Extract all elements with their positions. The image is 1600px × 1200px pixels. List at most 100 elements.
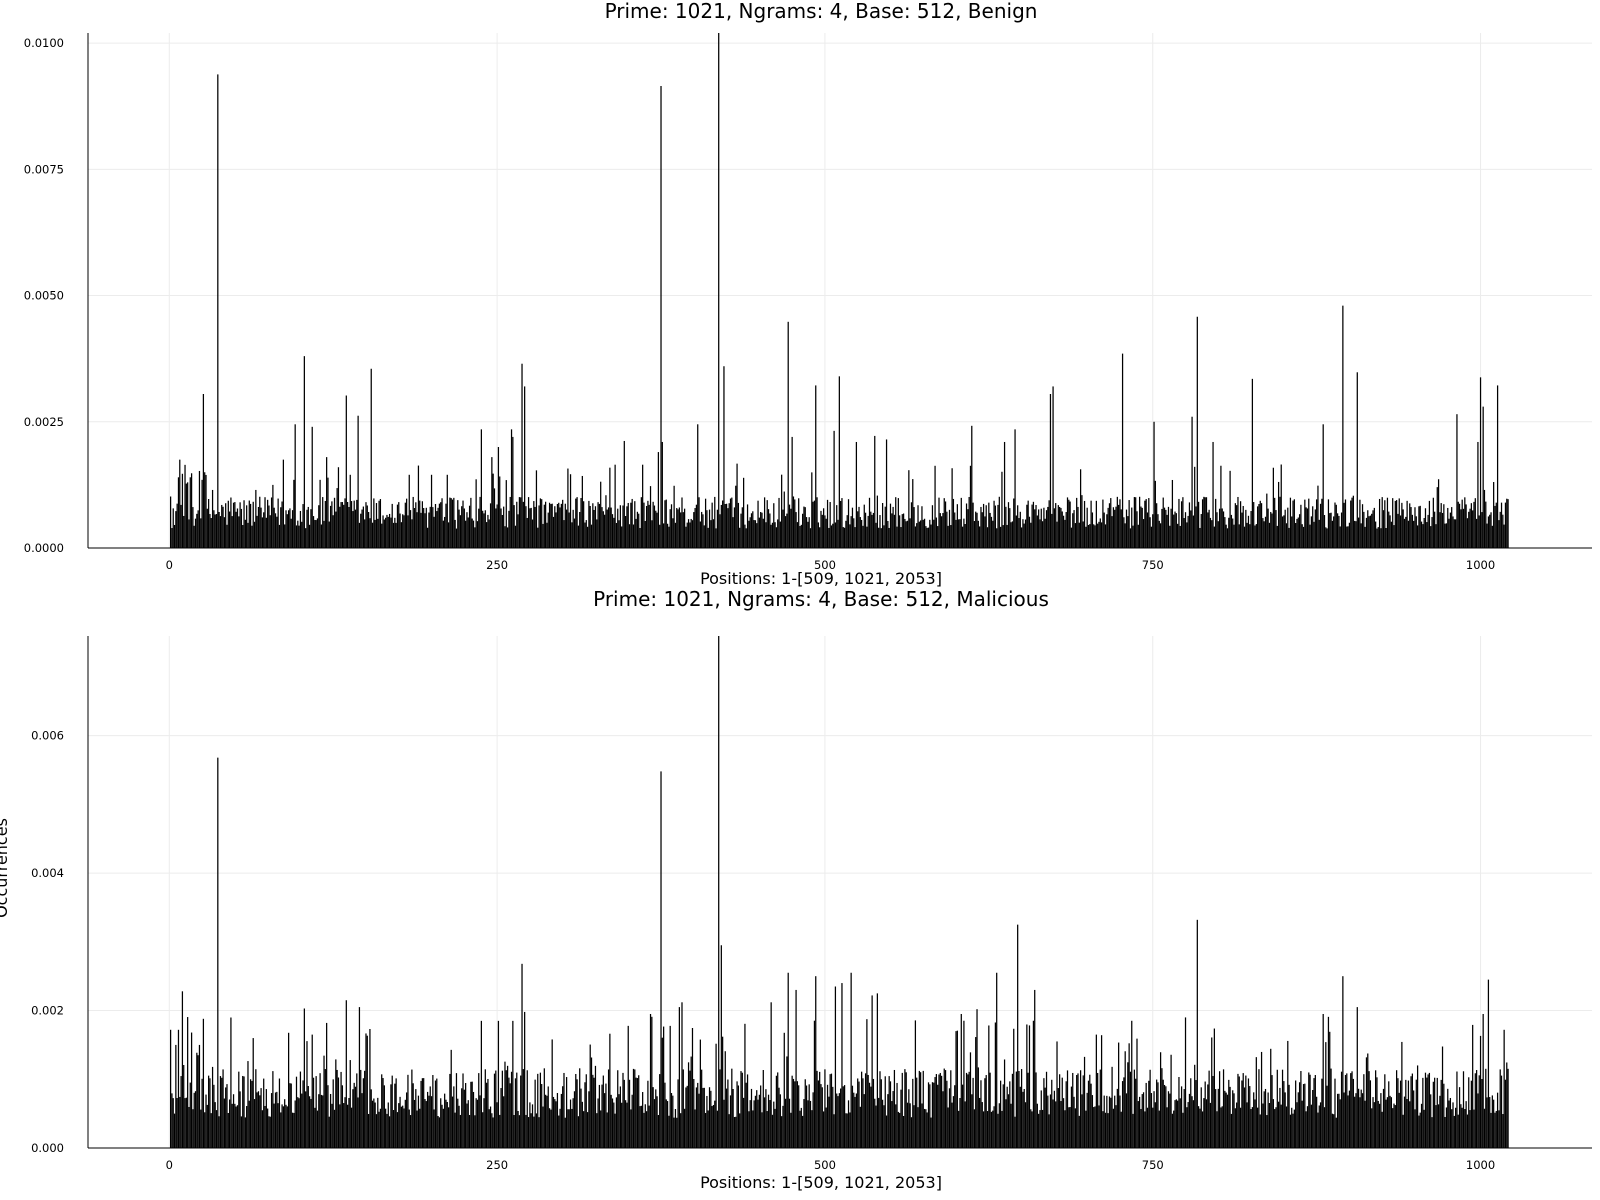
bar <box>1076 497 1078 548</box>
bar <box>297 1097 299 1148</box>
bar <box>888 527 890 548</box>
bar <box>249 1079 252 1148</box>
bar <box>1153 421 1155 548</box>
bar <box>920 1072 922 1148</box>
bar <box>972 1077 974 1148</box>
bar <box>535 1113 538 1148</box>
bar <box>834 522 837 548</box>
bar <box>787 972 789 1148</box>
bar <box>846 1113 848 1148</box>
bar <box>534 506 536 548</box>
bar <box>676 1117 678 1148</box>
bar <box>1013 1028 1015 1148</box>
bar <box>1457 501 1459 548</box>
bar <box>180 1076 182 1148</box>
bar <box>1460 1104 1462 1148</box>
bar <box>1159 1052 1162 1148</box>
bar <box>1308 498 1310 548</box>
bar <box>901 1072 903 1148</box>
bar <box>655 510 657 548</box>
bar <box>976 1009 978 1148</box>
bar <box>876 993 878 1148</box>
bar <box>547 1086 549 1148</box>
bar <box>754 1095 757 1148</box>
bar <box>841 983 843 1148</box>
bar <box>190 1032 193 1148</box>
bar <box>198 1044 201 1148</box>
bar <box>476 521 479 548</box>
bar <box>449 1073 451 1148</box>
bar <box>1285 523 1288 548</box>
bar <box>775 527 778 548</box>
bar <box>1356 372 1358 548</box>
bar <box>1296 1102 1298 1148</box>
bar <box>1407 520 1410 548</box>
bar <box>365 1033 367 1148</box>
bar <box>816 1070 818 1148</box>
bar <box>307 1086 309 1148</box>
bar <box>948 509 951 548</box>
bar <box>1283 1081 1285 1148</box>
bar <box>1087 524 1090 548</box>
bar <box>438 503 441 548</box>
bar <box>559 507 561 548</box>
bar <box>1452 1102 1454 1148</box>
bar <box>968 1071 970 1148</box>
bar <box>345 1000 347 1148</box>
bar <box>1424 508 1427 548</box>
bar <box>421 1078 423 1148</box>
bar <box>434 503 437 548</box>
bar <box>1443 1083 1445 1148</box>
bar <box>225 1087 227 1148</box>
bar <box>664 500 666 548</box>
bar <box>1464 497 1466 548</box>
bar <box>1306 1106 1309 1148</box>
bar <box>206 1104 208 1148</box>
bar <box>499 476 501 548</box>
bar <box>859 1106 861 1148</box>
bar <box>522 501 524 548</box>
bar <box>1394 1105 1396 1148</box>
bar <box>1313 1078 1315 1148</box>
bar <box>1121 1081 1124 1148</box>
bar <box>1030 522 1032 548</box>
bar <box>311 426 313 548</box>
bar <box>468 505 471 548</box>
bar <box>217 757 219 1148</box>
bar <box>757 500 759 548</box>
bar <box>749 517 751 548</box>
bar <box>184 464 186 548</box>
bar <box>777 1072 779 1148</box>
bar <box>850 972 852 1148</box>
bar <box>632 524 635 548</box>
bar <box>1302 1084 1305 1148</box>
bar <box>746 504 749 548</box>
bar <box>379 499 382 548</box>
bar <box>1110 1097 1112 1148</box>
bar <box>1292 500 1294 548</box>
bar <box>1266 1115 1268 1148</box>
bar <box>1039 519 1041 548</box>
bar <box>687 1062 690 1148</box>
bar <box>1447 507 1449 548</box>
bar <box>921 506 923 548</box>
bar <box>728 1114 730 1148</box>
bar <box>1196 919 1198 1148</box>
bar <box>1452 516 1454 548</box>
bar <box>1018 518 1020 548</box>
bar <box>1139 496 1141 548</box>
bar <box>779 521 781 548</box>
bar <box>1431 1117 1433 1148</box>
bar <box>781 474 783 548</box>
bar <box>580 1088 582 1148</box>
bar <box>920 520 922 548</box>
bar <box>1468 511 1470 548</box>
bar <box>364 519 366 548</box>
bar <box>725 503 728 548</box>
bar <box>276 516 278 548</box>
bar <box>976 512 978 548</box>
bar <box>845 1113 847 1148</box>
bar <box>299 510 302 548</box>
bar <box>817 522 819 548</box>
bar <box>973 521 976 548</box>
